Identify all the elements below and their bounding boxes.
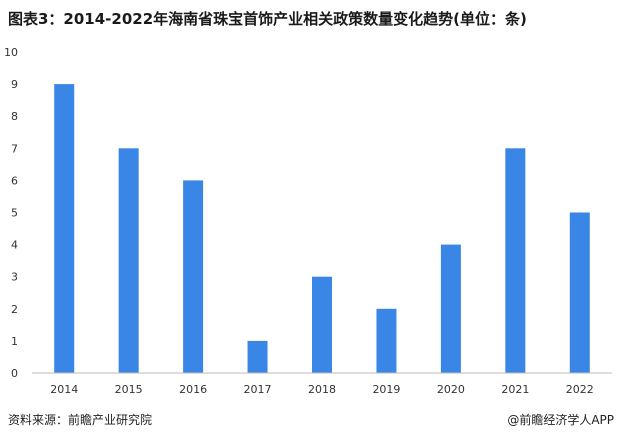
bar-2020 <box>440 244 461 373</box>
y-tick-label: 10 <box>4 46 18 59</box>
y-tick-label: 3 <box>11 271 18 284</box>
y-tick-label: 9 <box>11 78 18 91</box>
bar-2014 <box>54 84 75 373</box>
x-tick-label: 2017 <box>244 383 272 396</box>
bar-2021 <box>505 148 526 373</box>
brand-credit: @前瞻经济学人APP <box>507 413 614 427</box>
y-tick-label: 7 <box>11 142 18 155</box>
y-tick-label: 1 <box>11 335 18 348</box>
bar-2022 <box>569 212 590 373</box>
bar-2016 <box>183 180 204 373</box>
bar-2018 <box>312 276 332 373</box>
x-tick-label: 2021 <box>501 383 529 396</box>
y-tick-label: 8 <box>11 110 18 123</box>
y-tick-label: 5 <box>11 207 18 220</box>
source-note: 资料来源：前瞻产业研究院 <box>8 413 153 427</box>
bar-2017 <box>247 340 268 373</box>
bars <box>54 84 590 373</box>
x-tick-label: 2019 <box>372 383 400 396</box>
y-tick-label: 0 <box>11 367 18 380</box>
x-tick-label: 2018 <box>308 383 336 396</box>
x-tick-label: 2022 <box>566 383 594 396</box>
x-tick-label: 2015 <box>115 383 143 396</box>
x-tick-label: 2016 <box>179 383 207 396</box>
y-tick-label: 6 <box>11 174 18 187</box>
y-tick-label: 2 <box>11 303 18 316</box>
x-tick-label: 2014 <box>50 383 78 396</box>
bar-2019 <box>376 308 397 373</box>
x-tick-label: 2020 <box>437 383 465 396</box>
bar-2015 <box>118 148 139 373</box>
y-tick-label: 4 <box>11 239 18 252</box>
x-axis: 2014 2015 2016 2017 2018 2019 2020 2021 2022 <box>50 383 594 396</box>
y-axis: 0 1 2 3 4 5 6 7 8 9 10 <box>4 46 18 380</box>
chart-title: 图表3：2014-2022年海南省珠宝首饰产业相关政策数量变化趋势(单位：条) <box>8 10 527 28</box>
